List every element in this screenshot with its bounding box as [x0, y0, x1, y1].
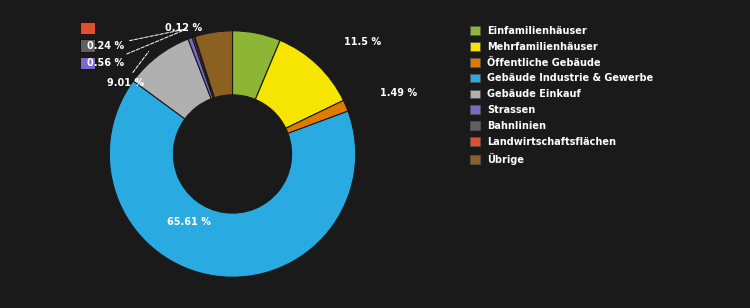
- Text: 11.5 %: 11.5 %: [344, 37, 382, 47]
- Wedge shape: [188, 38, 213, 99]
- Wedge shape: [192, 37, 214, 98]
- Text: 0.24 %: 0.24 %: [87, 29, 185, 51]
- Text: 0.56 %: 0.56 %: [87, 31, 182, 68]
- Wedge shape: [110, 81, 356, 277]
- Text: 0.12 %: 0.12 %: [165, 23, 202, 33]
- Wedge shape: [232, 31, 280, 99]
- Wedge shape: [134, 39, 212, 119]
- Bar: [80, 57, 94, 69]
- Wedge shape: [195, 31, 232, 98]
- Bar: [80, 22, 94, 34]
- Wedge shape: [255, 40, 344, 128]
- Bar: [80, 39, 94, 52]
- Legend: Einfamilienhäuser, Mehrfamilienhäuser, Öffentliche Gebäude, Gebäude Industrie & : Einfamilienhäuser, Mehrfamilienhäuser, Ö…: [470, 26, 653, 165]
- Wedge shape: [194, 37, 214, 98]
- Text: 65.61 %: 65.61 %: [167, 217, 211, 227]
- Text: 1.49 %: 1.49 %: [380, 88, 417, 98]
- Wedge shape: [286, 100, 348, 133]
- Text: 9.01 %: 9.01 %: [106, 51, 148, 87]
